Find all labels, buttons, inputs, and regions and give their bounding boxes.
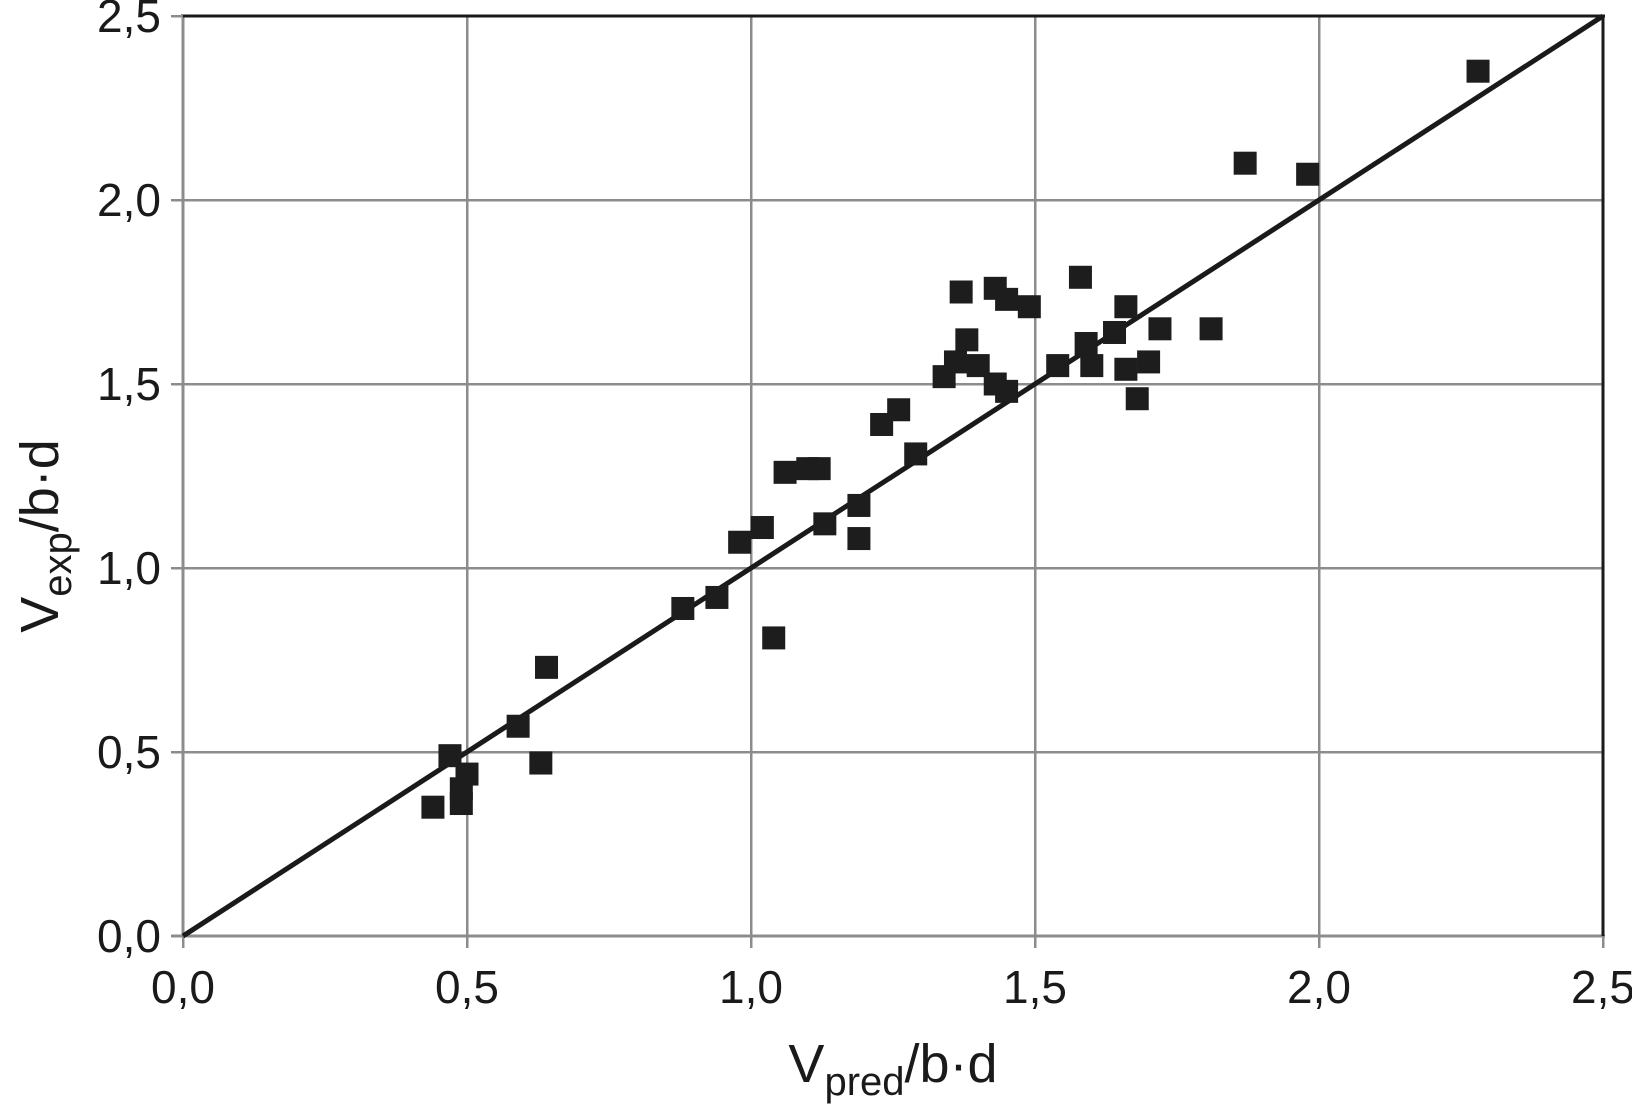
data-point bbox=[455, 762, 479, 786]
identity-line bbox=[181, 13, 1605, 939]
data-point bbox=[807, 457, 831, 481]
data-point bbox=[904, 442, 928, 466]
data-point bbox=[955, 328, 979, 352]
x-axis-title: Vpred/b·d bbox=[788, 1034, 997, 1104]
x-tick-label: 1,0 bbox=[719, 961, 783, 1013]
x-tick-label: 0,0 bbox=[151, 961, 215, 1013]
data-point bbox=[1114, 295, 1138, 319]
data-point bbox=[966, 354, 990, 378]
data-point bbox=[1466, 59, 1490, 83]
data-point bbox=[943, 350, 967, 374]
data-point bbox=[949, 280, 973, 304]
data-point bbox=[1074, 332, 1098, 356]
data-point bbox=[847, 493, 871, 517]
data-point bbox=[847, 527, 871, 551]
data-point bbox=[773, 460, 797, 484]
data-point bbox=[1103, 320, 1127, 344]
data-point bbox=[1068, 265, 1092, 289]
data-point bbox=[705, 585, 729, 609]
y-tick-label: 2,5 bbox=[97, 0, 161, 42]
data-point bbox=[1148, 317, 1172, 341]
data-point bbox=[995, 287, 1019, 311]
y-tick-label: 1,0 bbox=[97, 542, 161, 594]
y-tick-label: 2,0 bbox=[97, 174, 161, 226]
data-point bbox=[438, 744, 462, 768]
data-point bbox=[1114, 357, 1138, 381]
data-point bbox=[1080, 354, 1104, 378]
x-tick-label: 0,5 bbox=[435, 961, 499, 1013]
data-point bbox=[1017, 295, 1041, 319]
data-point bbox=[813, 512, 837, 536]
data-point bbox=[1046, 354, 1070, 378]
data-point bbox=[1137, 350, 1161, 374]
data-point bbox=[671, 596, 695, 620]
data-point bbox=[1125, 387, 1149, 411]
x-tick-label: 2,5 bbox=[1571, 961, 1632, 1013]
data-point bbox=[1233, 151, 1257, 175]
y-tick-label: 0,5 bbox=[97, 726, 161, 778]
x-tick-label: 1,5 bbox=[1003, 961, 1067, 1013]
data-point bbox=[421, 795, 445, 819]
data-point bbox=[529, 751, 553, 775]
x-tick-label: 2,0 bbox=[1287, 961, 1351, 1013]
data-point bbox=[1199, 317, 1223, 341]
data-point bbox=[995, 379, 1019, 403]
data-point bbox=[535, 655, 559, 679]
y-axis-title: Vexp/b·d bbox=[10, 439, 80, 633]
y-tick-label: 0,0 bbox=[97, 910, 161, 962]
data-point bbox=[1296, 162, 1320, 186]
data-point bbox=[728, 530, 752, 554]
data-point bbox=[506, 714, 530, 738]
data-point bbox=[750, 516, 774, 540]
data-point bbox=[887, 398, 911, 422]
y-tick-label: 1,5 bbox=[97, 358, 161, 410]
data-point bbox=[762, 626, 786, 650]
